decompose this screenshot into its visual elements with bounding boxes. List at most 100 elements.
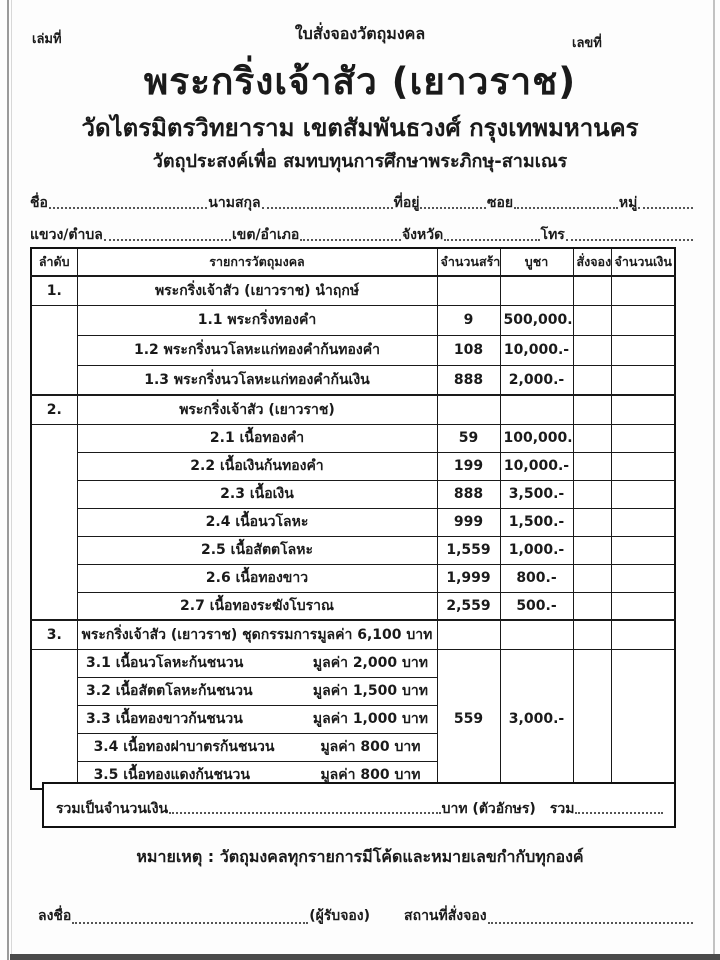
order-place-field <box>487 920 693 924</box>
table-row: 2.3 เนื้อเงิน 888 3,500.- <box>31 479 676 509</box>
merged-order-cell <box>572 648 612 790</box>
province-field <box>444 237 540 241</box>
item-qty: 9 <box>436 304 501 336</box>
doc-number-label: เลขที่ <box>572 36 602 51</box>
col-header-no: ลำดับ <box>30 247 78 277</box>
form-type-title: ใบสั่งจองวัตถุมงคล <box>294 24 426 43</box>
sum-label: รวม <box>549 801 575 817</box>
province-label: จังหวัด <box>401 227 444 243</box>
section-no: 2. <box>30 394 78 425</box>
scan-edge-left <box>7 0 9 960</box>
name-field <box>48 205 208 209</box>
item-name: 2.5 เนื้อสัตตโลหะ <box>76 535 438 565</box>
surname-field <box>261 205 393 209</box>
item-amount-cell <box>610 535 676 565</box>
receiver-label: (ผู้รับจอง) <box>309 908 371 924</box>
col-header-qty: จำนวนสร้าง <box>436 247 501 277</box>
section-title: พระกริ่งเจ้าสัว (เยาวราช) ชุดกรรมการมูลค… <box>76 619 438 650</box>
table-row: 3.4 เนื้อทองฝาบาตรก้นชนวน มูลค่า 800 บาท <box>31 732 675 762</box>
order-place-label: สถานที่สั่งจอง <box>404 908 487 924</box>
section-title: พระกริ่งเจ้าสัว (เยาวราช) <box>76 394 438 425</box>
item-order-cell <box>572 591 612 621</box>
scan-edge-right <box>713 0 715 960</box>
table-row: 2.2 เนื้อเงินก้นทองคำ 199 10,000.- <box>31 451 676 481</box>
item-name: 2.4 เนื้อนวโลหะ <box>76 507 438 537</box>
soi-field <box>514 205 618 209</box>
order-table: ลำดับ รายการวัตถุมงคล จำนวนสร้าง บูชา สั… <box>30 247 676 790</box>
signature-row: ลงชื่อ (ผู้รับจอง) สถานที่สั่งจอง <box>38 905 694 927</box>
item-qty: 2,559 <box>436 591 501 621</box>
item-amount-cell <box>610 451 676 481</box>
item-amount-cell <box>610 591 676 621</box>
section-title: พระกริ่งเจ้าสัว (เยาวราช) นำฤกษ์ <box>76 275 438 306</box>
temple-subtitle: วัดไตรมิตรวิทยาราม เขตสัมพันธวงศ์ กรุงเท… <box>81 114 639 142</box>
item-order-cell <box>572 479 612 509</box>
item-price: 500.- <box>499 591 574 621</box>
section-row: 3. พระกริ่งเจ้าสัว (เยาวราช) ชุดกรรมการม… <box>30 619 676 650</box>
sum-field <box>575 810 663 814</box>
item-price: 10,000.- <box>499 451 574 481</box>
merged-price-cell: 3,000.- <box>499 648 574 790</box>
address-field <box>420 205 487 209</box>
item-name-with-value: 3.4 เนื้อทองฝาบาตรก้นชนวน มูลค่า 800 บาท <box>76 732 438 762</box>
item-name: 2.3 เนื้อเงิน <box>76 479 438 509</box>
item-qty: 1,999 <box>436 563 501 593</box>
merged-qty-cell: 559 <box>436 648 501 790</box>
section-no: 1. <box>30 275 78 306</box>
section-no-spacer <box>30 423 78 621</box>
merged-amount-cell <box>610 648 676 790</box>
item-value: มูลค่า 1,000 บาท <box>312 711 428 727</box>
item-qty: 199 <box>436 451 501 481</box>
item-order-cell <box>572 423 612 453</box>
item-name: 3.2 เนื้อสัตตโลหะก้นชนวน <box>86 683 253 699</box>
sign-label: ลงชื่อ <box>38 908 72 924</box>
item-name: 1.1 พระกริ่งทองคำ <box>76 304 438 336</box>
page-title: พระกริ่งเจ้าสัว (เยาวราช) <box>143 60 577 103</box>
item-price: 800.- <box>499 563 574 593</box>
item-amount-cell <box>610 507 676 537</box>
surname-label: นามสกุล <box>208 195 261 211</box>
item-amount-cell <box>610 304 676 336</box>
moo-field <box>638 205 693 209</box>
book-number-label: เล่มที่ <box>32 32 62 47</box>
col-header-price: บูชา <box>499 247 574 277</box>
item-value: มูลค่า 1,500 บาท <box>312 683 428 699</box>
item-name: 1.2 พระกริ่งนวโลหะแก่ทองคำก้นทองคำ <box>76 334 438 366</box>
item-name: 2.1 เนื้อทองคำ <box>76 423 438 453</box>
item-order-cell <box>572 535 612 565</box>
table-row: 2.4 เนื้อนวโลหะ 999 1,500.- <box>31 507 676 537</box>
item-order-cell <box>572 507 612 537</box>
item-order-cell <box>572 364 612 396</box>
phone-field <box>565 237 693 241</box>
col-header-order: สั่งจอง <box>572 247 612 277</box>
item-name: 2.7 เนื้อทองระฆังโบราณ <box>76 591 438 621</box>
moo-label: หมู่ <box>618 195 638 211</box>
item-qty: 59 <box>436 423 501 453</box>
table-row: 1.1 พระกริ่งทองคำ 9 500,000.- <box>30 304 676 396</box>
scan-edge-left-2 <box>11 0 12 960</box>
col-header-amount: จำนวนเงิน <box>610 247 676 277</box>
phone-label: โทร <box>540 227 565 243</box>
item-price: 1,000.- <box>499 535 574 565</box>
purpose-line: วัตถุประสงค์เพื่อ สมทบทุนการศึกษาพระภิกษ… <box>152 151 568 172</box>
table-row: 1.2 พระกริ่งนวโลหะแก่ทองคำก้นทองคำ 108 1… <box>31 334 676 366</box>
table-row: 3.1 เนื้อนวโลหะก้นชนวน มูลค่า 2,000 บาท … <box>30 648 676 790</box>
item-amount-cell <box>610 479 676 509</box>
item-name: 2.2 เนื้อเงินก้นทองคำ <box>76 451 438 481</box>
baht-in-words-label: บาท (ตัวอักษร) <box>441 801 536 817</box>
section-no: 3. <box>30 619 78 650</box>
item-qty: 1,559 <box>436 535 501 565</box>
item-order-cell <box>572 334 612 366</box>
scan-edge-bottom <box>10 954 720 960</box>
item-price: 10,000.- <box>499 334 574 366</box>
item-order-cell <box>572 304 612 336</box>
total-box: รวมเป็นจำนวนเงิน บาท (ตัวอักษร) รวม <box>42 782 676 828</box>
table-row: 3.2 เนื้อสัตตโลหะก้นชนวน มูลค่า 1,500 บา… <box>31 676 675 706</box>
name-label: ชื่อ <box>30 195 48 211</box>
item-price: 3,500.- <box>499 479 574 509</box>
col-header-item: รายการวัตถุมงคล <box>76 247 438 277</box>
total-label: รวมเป็นจำนวนเงิน <box>56 801 169 817</box>
section-no-spacer <box>30 648 78 790</box>
table-row: 2.5 เนื้อสัตตโลหะ 1,559 1,000.- <box>31 535 676 565</box>
